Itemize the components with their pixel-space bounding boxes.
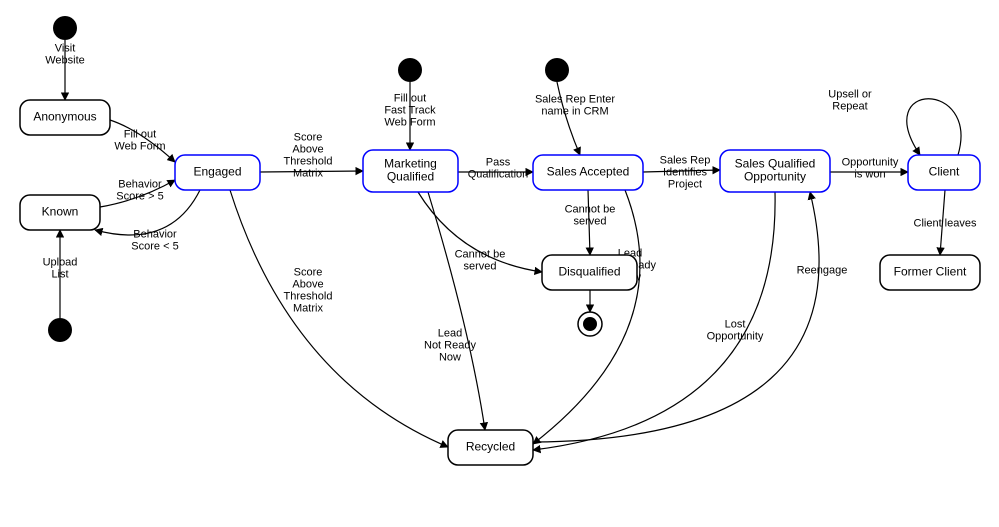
edge-label-recycled-sqo-0: Reengage [797, 265, 848, 277]
state-label-mq-0: Marketing [384, 157, 437, 171]
edge-label-engaged-recycled-0: Score [294, 267, 323, 279]
edge-label-sqo-client-1: is won [854, 169, 885, 181]
edge-label-client-former-0: Client leaves [914, 218, 977, 230]
edge-label-sa-disq-0: Cannot be [565, 204, 616, 216]
edge-label-engaged-recycled-1: Above [292, 279, 323, 291]
edge-label-client-client-1: Repeat [832, 101, 867, 113]
state-diagram: VisitWebsiteUploadListFill outWeb FormBe… [0, 0, 999, 527]
state-label-sqo-0: Sales Qualified [735, 157, 816, 171]
edge-label-start_fast-mq-0: Fill out [394, 93, 426, 105]
edge-label-sqo-client-0: Opportunity [842, 157, 899, 169]
start-node-start_visit [53, 16, 77, 40]
edge-label-known-engaged-1: Score > 5 [116, 191, 163, 203]
edge-label-sa-sqo-0: Sales Rep [660, 155, 711, 167]
edge-sa-to-recycled [533, 190, 640, 444]
state-label-sqo-1: Opportunity [744, 170, 806, 184]
state-label-known-0: Known [42, 205, 79, 219]
state-label-sa-0: Sales Accepted [547, 165, 630, 179]
edge-label-engaged-mq-0: Score [294, 132, 323, 144]
edge-label-engaged-recycled-2: Threshold [284, 291, 333, 303]
edge-label-start_fast-mq-1: Fast Track [384, 105, 436, 117]
start-node-start_upload [48, 318, 72, 342]
end-node-dot-end_disq [583, 317, 597, 331]
edge-label-mq-sa-1: Qualification [468, 169, 529, 181]
edge-label-mq-recycled-2: Now [439, 352, 461, 364]
edge-label-mq-disq-0: Cannot be [455, 249, 506, 261]
edge-label-start_fast-mq-2: Web Form [384, 117, 435, 129]
edge-label-known-engaged-0: Behavior [118, 179, 162, 191]
edge-label-sqo-recycled-0: Lost [725, 319, 746, 331]
edge-label-mq-sa-0: Pass [486, 157, 511, 169]
edge-label-engaged-known-1: Score < 5 [131, 241, 178, 253]
edge-label-client-client-0: Upsell or [828, 89, 872, 101]
edge-mq-to-recycled [428, 192, 485, 430]
edge-label-engaged-mq-3: Matrix [293, 168, 323, 180]
edge-client-to-client [907, 99, 961, 155]
edge-label-start_upload-known-1: List [51, 269, 68, 281]
edge-label-engaged-recycled-3: Matrix [293, 303, 323, 315]
edge-label-mq-recycled-0: Lead [438, 328, 462, 340]
state-label-client-0: Client [929, 165, 960, 179]
edge-label-sa-disq-1: served [573, 216, 606, 228]
state-label-disq-0: Disqualified [558, 265, 620, 279]
edge-label-engaged-known-0: Behavior [133, 229, 177, 241]
edge-label-sqo-recycled-1: Opportunity [707, 331, 764, 343]
edge-label-start_visit-anonymous-1: Website [45, 55, 85, 67]
edge-label-start_crm-sa-1: name in CRM [541, 106, 608, 118]
start-node-start_crm [545, 58, 569, 82]
edge-label-mq-recycled-1: Not Ready [424, 340, 476, 352]
state-label-engaged-0: Engaged [193, 165, 241, 179]
edge-engaged-to-recycled [230, 190, 448, 447]
edge-label-start_upload-known-0: Upload [43, 257, 78, 269]
edge-label-sa-sqo-1: Identifies [663, 167, 708, 179]
edge-label-sa-sqo-2: Project [668, 179, 702, 191]
edge-label-start_crm-sa-0: Sales Rep Enter [535, 94, 615, 106]
start-node-start_fast [398, 58, 422, 82]
edge-label-engaged-mq-1: Above [292, 144, 323, 156]
state-label-anonymous-0: Anonymous [33, 110, 96, 124]
edge-label-mq-disq-1: served [463, 261, 496, 273]
state-label-former-0: Former Client [894, 265, 967, 279]
state-label-mq-1: Qualified [387, 170, 434, 184]
edge-label-anonymous-engaged-0: Fill out [124, 129, 156, 141]
edge-label-engaged-mq-2: Threshold [284, 156, 333, 168]
state-label-recycled-0: Recycled [466, 440, 515, 454]
edge-label-anonymous-engaged-1: Web Form [114, 141, 165, 153]
edge-label-start_visit-anonymous-0: Visit [55, 43, 76, 55]
